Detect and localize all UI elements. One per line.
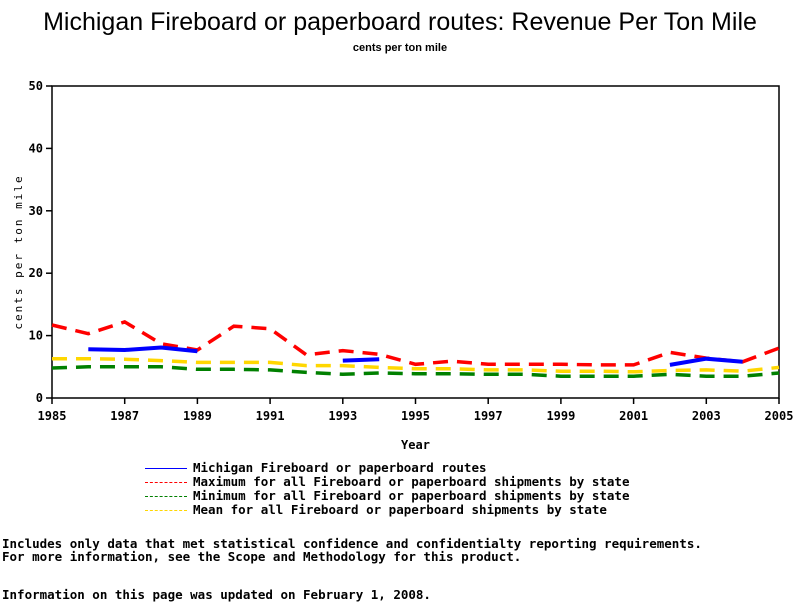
legend-item: Maximum for all Fireboard or paperboard … bbox=[145, 475, 630, 489]
x-tick-label: 1991 bbox=[256, 409, 285, 423]
y-tick-label: 20 bbox=[29, 266, 43, 280]
series-line-0 bbox=[670, 359, 743, 365]
legend-label: Maximum for all Fireboard or paperboard … bbox=[193, 475, 630, 489]
legend-swatch bbox=[145, 510, 187, 511]
legend-swatch bbox=[145, 468, 187, 469]
x-tick-label: 1993 bbox=[328, 409, 357, 423]
legend-item: Minimum for all Fireboard or paperboard … bbox=[145, 489, 630, 503]
y-axis-label: cents per ton mile bbox=[12, 174, 25, 329]
line-chart: 0 10 20 30 40 50 1985 1987 1989 1991 1993 1995 1997 1… bbox=[0, 0, 800, 460]
series-line-1 bbox=[52, 322, 779, 365]
x-tick-label: 1997 bbox=[474, 409, 503, 423]
x-tick-label: 1995 bbox=[401, 409, 430, 423]
series-line-0 bbox=[88, 348, 197, 352]
x-tick-label: 1987 bbox=[110, 409, 139, 423]
legend-item: Michigan Fireboard or paperboard routes bbox=[145, 461, 630, 475]
x-tick-label: 1985 bbox=[38, 409, 67, 423]
y-tick-label: 10 bbox=[29, 329, 43, 343]
y-tick-label: 0 bbox=[36, 391, 43, 405]
x-tick-label: 2003 bbox=[692, 409, 721, 423]
legend-label: Minimum for all Fireboard or paperboard … bbox=[193, 489, 630, 503]
legend-label: Mean for all Fireboard or paperboard shi… bbox=[193, 503, 607, 517]
x-tick-label: 1999 bbox=[546, 409, 575, 423]
legend-item: Mean for all Fireboard or paperboard shi… bbox=[145, 503, 630, 517]
x-tick-label: 2001 bbox=[619, 409, 648, 423]
series-line-0 bbox=[343, 359, 379, 360]
y-tick-label: 40 bbox=[29, 141, 43, 155]
x-tick-label: 1989 bbox=[183, 409, 212, 423]
legend-swatch bbox=[145, 496, 187, 497]
plot-frame bbox=[52, 86, 779, 398]
y-tick-label: 30 bbox=[29, 204, 43, 218]
x-tick-label: 2005 bbox=[765, 409, 794, 423]
legend-label: Michigan Fireboard or paperboard routes bbox=[193, 461, 487, 475]
legend-swatch bbox=[145, 482, 187, 483]
x-axis-label: Year bbox=[401, 438, 430, 452]
y-tick-label: 50 bbox=[29, 79, 43, 93]
note-methodology: For more information, see the Scope and … bbox=[2, 549, 521, 564]
